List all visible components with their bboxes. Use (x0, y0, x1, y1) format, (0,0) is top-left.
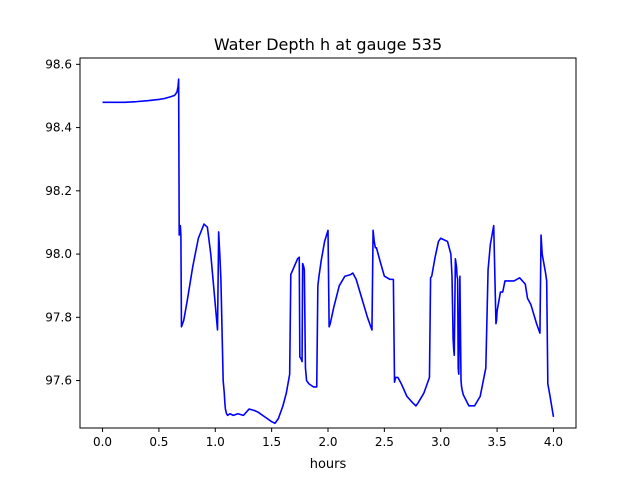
y-axis-ticks: 97.6 97.8 98.0 98.2 98.4 98.6 (45, 57, 80, 388)
chart-title: Water Depth h at gauge 535 (214, 35, 442, 54)
x-axis-ticks: 0.0 0.5 1.0 1.5 2.0 2.5 3.0 3.5 4.0 (93, 428, 563, 449)
y-tick-label: 97.6 (45, 374, 72, 388)
series-line-0 (102, 78, 555, 425)
x-tick-label: 3.5 (488, 435, 507, 449)
x-tick-label: 1.5 (262, 435, 281, 449)
y-tick-label: 98.2 (45, 184, 72, 198)
y-tick-label: 98.4 (45, 121, 72, 135)
x-tick-label: 0.5 (149, 435, 168, 449)
y-tick-label: 98.0 (45, 247, 72, 261)
axes-frame (79, 57, 577, 429)
x-tick-label: 2.5 (375, 435, 394, 449)
x-tick-label: 0.0 (93, 435, 112, 449)
x-axis-label: hours (310, 457, 347, 472)
plot-area (102, 78, 555, 425)
x-tick-label: 3.0 (431, 435, 450, 449)
x-tick-label: 1.0 (206, 435, 225, 449)
x-tick-label: 2.0 (318, 435, 337, 449)
y-tick-label: 97.8 (45, 310, 72, 324)
x-tick-label: 4.0 (544, 435, 563, 449)
y-tick-label: 98.6 (45, 57, 72, 71)
